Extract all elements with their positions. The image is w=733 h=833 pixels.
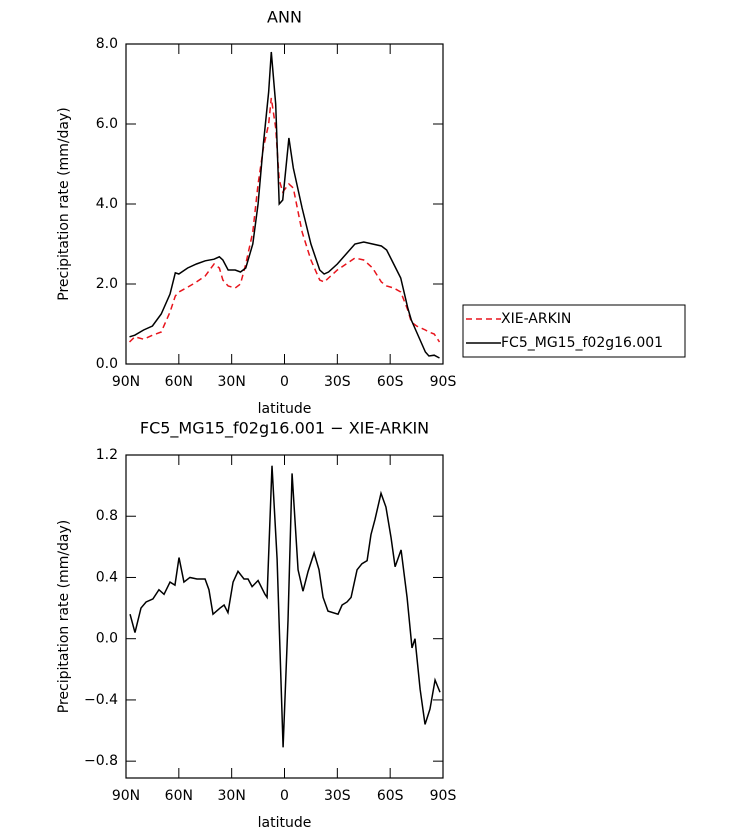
x-tick-label: 90S [430, 788, 457, 804]
y-tick-label: 8.0 [96, 36, 118, 52]
x-tick-label: 90S [430, 374, 457, 390]
x-tick-label: 0 [280, 788, 289, 804]
plot-frame [125, 454, 444, 779]
legend-box [462, 304, 686, 358]
y-axis-label: Precipitation rate (mm/day) [56, 520, 72, 714]
x-axis-label: latitude [258, 401, 312, 417]
y-tick-label: 4.0 [96, 196, 118, 212]
y-tick-label: 0.4 [96, 569, 118, 585]
chart-title: FC5_MG15_f02g16.001 − XIE-ARKIN [140, 419, 429, 439]
y-tick-label: 1.2 [96, 447, 118, 463]
y-tick-label: 0.0 [96, 356, 118, 372]
plot-frame [125, 43, 444, 365]
y-tick-label: 0.8 [96, 508, 118, 524]
x-tick-label: 90N [112, 788, 140, 804]
x-tick-label: 30S [324, 788, 351, 804]
legend-label: XIE-ARKIN [501, 311, 571, 327]
x-tick-label: 30N [218, 788, 246, 804]
x-tick-label: 30N [218, 374, 246, 390]
y-tick-label: 0.0 [96, 631, 118, 647]
x-tick-label: 60N [165, 788, 193, 804]
series-line [129, 465, 441, 748]
x-tick-label: 60S [377, 788, 404, 804]
y-tick-label: 6.0 [96, 116, 118, 132]
x-tick-label: 0 [280, 374, 289, 390]
chart-title: ANN [267, 8, 302, 27]
series-line [129, 51, 440, 359]
x-axis-label: latitude [258, 815, 312, 831]
y-axis-label: Precipitation rate (mm/day) [56, 107, 72, 301]
y-tick-label: 2.0 [96, 276, 118, 292]
y-tick-label: −0.4 [84, 692, 118, 708]
series-line [128, 97, 441, 343]
x-tick-label: 60N [165, 374, 193, 390]
x-tick-label: 60S [377, 374, 404, 390]
x-tick-label: 90N [112, 374, 140, 390]
legend-label: FC5_MG15_f02g16.001 [501, 335, 663, 351]
y-tick-label: −0.8 [84, 753, 118, 769]
x-tick-label: 30S [324, 374, 351, 390]
